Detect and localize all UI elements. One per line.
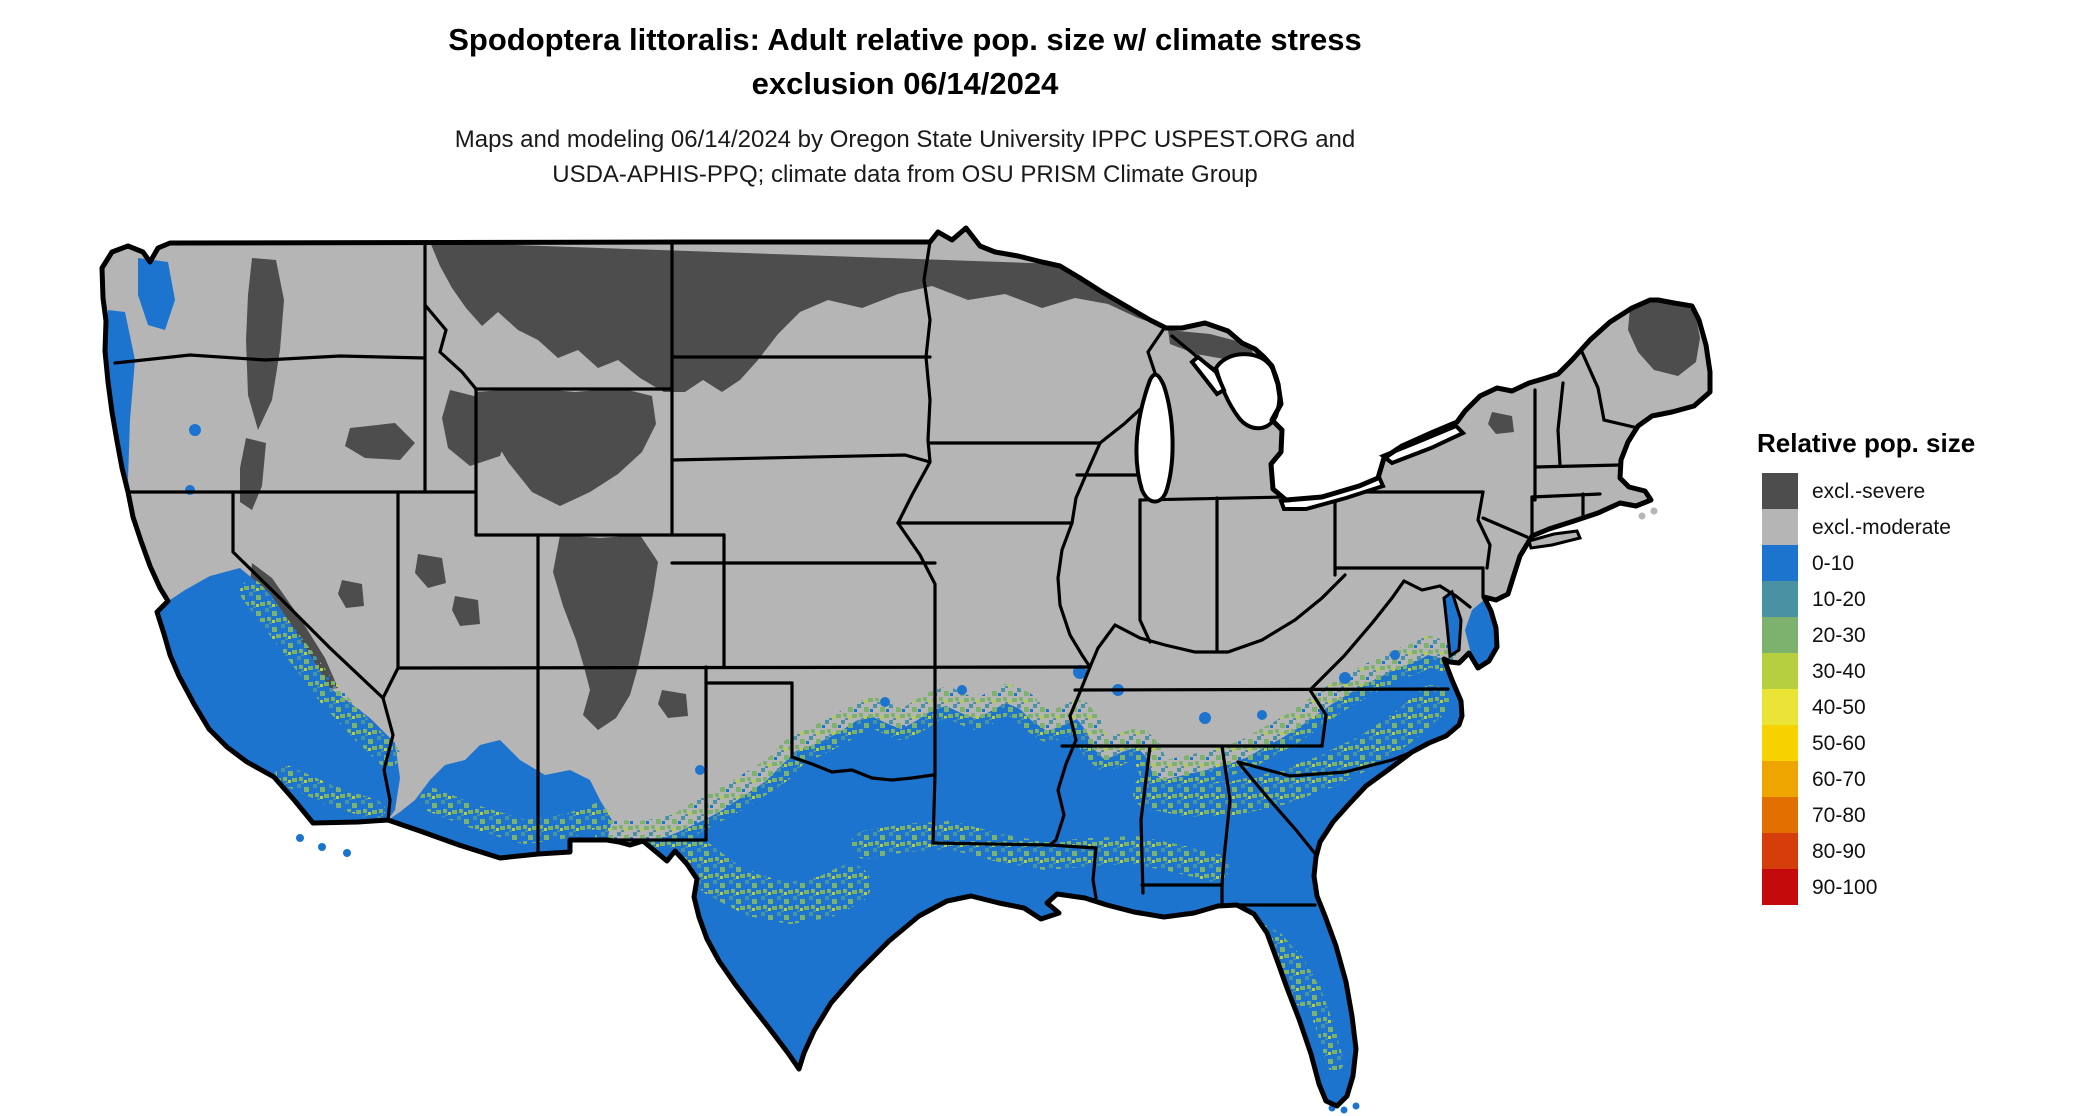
green-bay <box>1189 354 1227 397</box>
chesapeake-bay <box>1442 589 1463 659</box>
legend-label-70-80: 70-80 <box>1812 804 1866 827</box>
legend-item-excl-moderate: excl.-moderate <box>1762 509 1951 545</box>
legend-label-60-70: 60-70 <box>1812 768 1866 791</box>
legend-label-excl-severe: excl.-severe <box>1812 480 1925 503</box>
great-lakes <box>1134 352 1467 511</box>
channel-islands <box>296 834 351 857</box>
legend-label-50-60: 50-60 <box>1812 732 1866 755</box>
legend-item-90-100: 90-100 <box>1762 869 1877 905</box>
legend-item-20-30: 20-30 <box>1762 617 1866 653</box>
legend-swatch-30-40 <box>1762 653 1798 689</box>
state-borders <box>113 240 1640 907</box>
legend-item-80-90: 80-90 <box>1762 833 1866 869</box>
legend-swatch-80-90 <box>1762 833 1798 869</box>
legend-item-0-10: 0-10 <box>1762 545 1854 581</box>
legend-swatch-excl-moderate <box>1762 509 1798 545</box>
lake-michigan <box>1134 372 1175 504</box>
map-subtitle-line2: USDA-APHIS-PPQ; climate data from OSU PR… <box>552 161 1258 188</box>
legend-item-70-80: 70-80 <box>1762 797 1866 833</box>
legend-label-30-40: 30-40 <box>1812 660 1866 683</box>
legend-label-excl-moderate: excl.-moderate <box>1812 516 1951 539</box>
region-transition-speckle <box>240 580 1457 1071</box>
map-title-line2: exclusion 06/14/2024 <box>752 66 1060 101</box>
legend-title: Relative pop. size <box>1757 428 1975 458</box>
legend-label-80-90: 80-90 <box>1812 840 1866 863</box>
legend-item-60-70: 60-70 <box>1762 761 1866 797</box>
legend-swatch-20-30 <box>1762 617 1798 653</box>
legend-swatch-50-60 <box>1762 725 1798 761</box>
legend-swatch-10-20 <box>1762 581 1798 617</box>
legend-label-40-50: 40-50 <box>1812 696 1866 719</box>
legend-swatch-excl-severe <box>1762 473 1798 509</box>
legend-swatch-40-50 <box>1762 689 1798 725</box>
us-map-canvas <box>102 228 1710 1114</box>
legend-label-10-20: 10-20 <box>1812 588 1866 611</box>
lake-ontario <box>1379 423 1467 466</box>
map-legend: Relative pop. size excl.-severe excl.-mo… <box>1757 428 1975 905</box>
legend-item-40-50: 40-50 <box>1762 689 1866 725</box>
legend-item-50-60: 50-60 <box>1762 725 1866 761</box>
long-island <box>1527 529 1583 550</box>
legend-label-90-100: 90-100 <box>1812 876 1877 899</box>
islands <box>296 507 1658 1114</box>
nantucket-islands <box>1638 507 1658 520</box>
legend-item-excl-severe: excl.-severe <box>1762 473 1925 509</box>
legend-swatch-70-80 <box>1762 797 1798 833</box>
legend-label-20-30: 20-30 <box>1812 624 1866 647</box>
map-title-line1: Spodoptera littoralis: Adult relative po… <box>448 22 1362 57</box>
legend-item-10-20: 10-20 <box>1762 581 1866 617</box>
map-subtitle-line1: Maps and modeling 06/14/2024 by Oregon S… <box>455 126 1355 153</box>
legend-label-0-10: 0-10 <box>1812 552 1854 575</box>
legend-item-30-40: 30-40 <box>1762 653 1866 689</box>
legend-swatch-90-100 <box>1762 869 1798 905</box>
legend-swatch-0-10 <box>1762 545 1798 581</box>
legend-swatch-60-70 <box>1762 761 1798 797</box>
